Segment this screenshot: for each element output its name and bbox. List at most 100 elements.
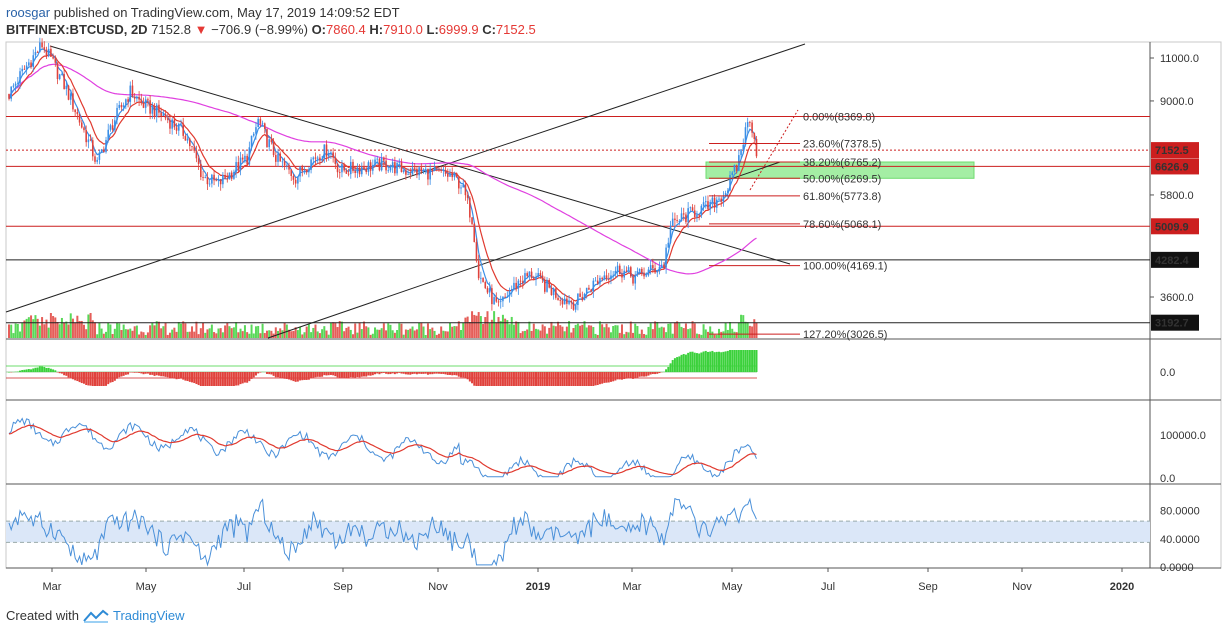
candle-body (482, 277, 484, 282)
histogram-bar (93, 372, 96, 386)
histogram-bar (636, 372, 639, 378)
candle-body (411, 167, 414, 175)
candle-body (246, 155, 248, 165)
volume-bar (554, 326, 557, 338)
volume-bar (537, 329, 540, 338)
histogram-bar (314, 372, 317, 378)
candle-body (486, 288, 489, 293)
fib-retracement[interactable]: 0.00%(8369.8) 23.60%(7378.5) 38.20%(6765.2… (709, 111, 887, 341)
volume-bar (506, 320, 509, 338)
candle-body (186, 138, 189, 141)
candle-body (495, 297, 498, 302)
candle-body (127, 99, 129, 102)
histogram-bar (334, 372, 337, 377)
histogram-bar (625, 372, 628, 379)
candle-body (427, 168, 429, 180)
histogram-bar (645, 372, 648, 377)
trend-lines[interactable] (5, 43, 806, 339)
volume-bar (442, 330, 445, 338)
candle-body (308, 169, 310, 173)
histogram-bar (457, 372, 460, 377)
candle-body (173, 119, 176, 128)
volume-bar (71, 318, 74, 338)
histogram-bar (186, 372, 189, 382)
candle-body (581, 296, 584, 301)
histogram-bar (557, 372, 560, 386)
candle-body (645, 275, 648, 277)
volume-bar (517, 321, 520, 338)
candle-body (693, 210, 696, 218)
time-axis-label: 2019 (526, 581, 550, 593)
volume-bar (667, 323, 670, 338)
volume-bar (43, 324, 46, 338)
candle-body (665, 247, 667, 268)
candle-body (103, 149, 105, 153)
candle-body (211, 174, 213, 184)
down-arrow-icon: ▼ (194, 22, 208, 37)
histogram-bar (638, 372, 641, 377)
candle-body (493, 297, 495, 305)
candle-body (477, 260, 480, 279)
histogram-bar (506, 372, 509, 386)
histogram-bar (213, 372, 216, 386)
histogram-bar (618, 372, 621, 380)
volume-bar (21, 322, 24, 338)
high-value: 7910.0 (383, 22, 423, 37)
candle-body (305, 170, 308, 173)
ascending-trendline-lower (267, 161, 781, 339)
histogram-bar (753, 350, 756, 372)
candle-body (480, 277, 482, 279)
volume-bar (85, 329, 88, 338)
volume-bar (592, 327, 595, 338)
candle-body (334, 157, 337, 164)
candle-body (255, 127, 257, 134)
histogram-bar (58, 372, 61, 374)
volume-bar (374, 327, 377, 338)
candle-body (272, 142, 275, 156)
rsi-axis-label: 0.0000 (1160, 562, 1194, 574)
volume-bar (731, 328, 734, 338)
candle-body (72, 93, 74, 110)
histogram-bar (76, 372, 79, 382)
histogram-bar (239, 372, 242, 385)
histogram-bar (455, 372, 458, 376)
histogram-bar (102, 372, 105, 386)
histogram-bar (541, 372, 544, 386)
volume-bar (477, 312, 480, 338)
author-link[interactable]: roosgar (6, 5, 51, 20)
volume-bar (693, 323, 696, 338)
created-with-text: Created with (6, 608, 79, 623)
volume-bar (16, 323, 19, 338)
symbol-name[interactable]: BITFINEX:BTCUSD, 2D (6, 22, 148, 37)
volume-bar (512, 324, 515, 338)
candle-body (25, 65, 28, 70)
histogram-bar (656, 372, 659, 374)
volume-bar (27, 317, 30, 338)
volume-bar (30, 315, 33, 338)
candle-body (47, 48, 50, 57)
volume-bar (479, 316, 482, 338)
histogram-bar (54, 370, 57, 372)
volume-bar (283, 322, 286, 338)
histogram-bar (722, 351, 725, 372)
volume-bar (274, 327, 277, 338)
tradingview-link[interactable]: TradingView (112, 608, 185, 623)
volume-bar (418, 322, 421, 338)
candle-body (321, 158, 323, 161)
osc2-red-line (8, 424, 757, 476)
volume-bar (305, 326, 308, 338)
candle-body (202, 177, 204, 178)
histogram-bar (424, 372, 427, 374)
candle-body (391, 162, 394, 168)
volume-bar (402, 334, 405, 338)
candle-body (177, 123, 180, 131)
histogram-bar (49, 368, 52, 372)
histogram-bar (316, 372, 319, 377)
histogram-bar (647, 372, 650, 376)
histogram-bar (210, 372, 213, 386)
candle-body (85, 130, 87, 143)
histogram-bar (197, 372, 200, 386)
histogram-bar (340, 372, 343, 378)
candle-body (367, 162, 370, 173)
